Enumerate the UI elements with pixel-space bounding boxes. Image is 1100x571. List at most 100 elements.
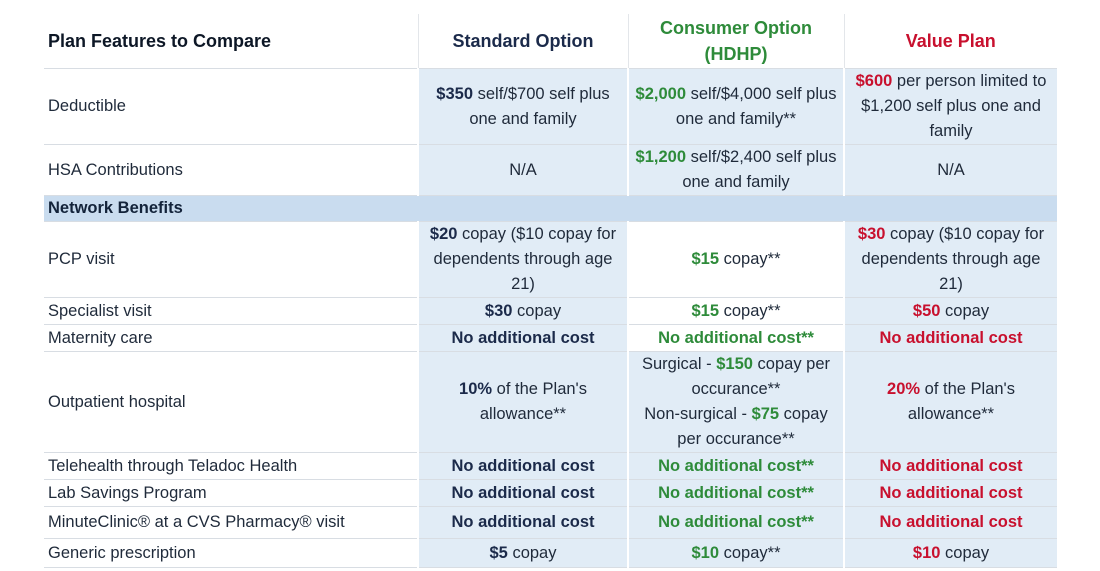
value-cell: No additional cost [843, 479, 1057, 507]
standard-amount: No additional cost [451, 483, 595, 502]
value-amount: 20% [887, 380, 921, 398]
value-cell: $10 copay [843, 538, 1057, 568]
consumer-nonsurgical-detail: copay per occurance** [677, 405, 828, 448]
standard-amount: No additional cost [451, 328, 595, 347]
feature-label: PCP visit [44, 221, 418, 298]
value-cell: $30 copay ($10 copay for dependents thro… [843, 221, 1057, 298]
comparison-table: Plan Features to Compare Standard Option… [44, 14, 1057, 568]
standard-cell: No additional cost [417, 479, 628, 507]
consumer-detail: self/$4,000 self plus one and family** [675, 84, 837, 128]
value-amount: No additional cost [879, 328, 1023, 347]
header-features: Plan Features to Compare [44, 14, 418, 69]
consumer-detail: copay** [719, 250, 781, 268]
value-cell: No additional cost [843, 324, 1057, 352]
header-consumer-line1: Consumer Option [660, 18, 812, 38]
feature-label: HSA Contributions [44, 144, 418, 196]
standard-detail: self/$700 self plus one and family [469, 84, 610, 128]
consumer-surgical-detail: copay per occurance** [691, 355, 831, 398]
standard-cell: No additional cost [417, 506, 628, 539]
value-detail: per person limited to $1,200 self plus o… [861, 72, 1047, 140]
standard-detail: copay ($10 copay for dependents through … [433, 225, 617, 293]
value-amount: $50 [912, 301, 941, 320]
feature-label: MinuteClinic® at a CVS Pharmacy® visit [44, 506, 418, 539]
table-row-outpatient: Outpatient hospital 10% of the Plan's al… [44, 351, 1057, 453]
value-cell: No additional cost [843, 452, 1057, 480]
consumer-amount: No additional cost** [658, 328, 814, 347]
standard-cell: No additional cost [417, 324, 628, 352]
standard-cell: $350 self/$700 self plus one and family [417, 68, 628, 145]
table-row-pcp: PCP visit $20 copay ($10 copay for depen… [44, 221, 1057, 298]
standard-amount: No additional cost [451, 513, 595, 531]
feature-label: Maternity care [44, 324, 418, 352]
consumer-cell: No additional cost** [627, 479, 844, 507]
consumer-amount: No additional cost** [658, 456, 814, 475]
value-cell: No additional cost [843, 506, 1057, 539]
feature-label: Telehealth through Teladoc Health [44, 452, 418, 480]
header-row: Plan Features to Compare Standard Option… [44, 14, 1057, 69]
header-standard: Standard Option [417, 14, 628, 69]
consumer-amount: $10 [691, 543, 720, 562]
consumer-cell: $10 copay** [627, 538, 844, 568]
value-amount: No additional cost [879, 483, 1023, 502]
value-detail: copay [940, 301, 990, 320]
standard-detail: copay [512, 301, 562, 320]
table-row-telehealth: Telehealth through Teladoc Health No add… [44, 452, 1057, 480]
consumer-detail: copay** [719, 543, 781, 562]
value-amount: No additional cost [879, 456, 1023, 475]
value-detail: copay ($10 copay for dependents through … [861, 225, 1045, 293]
value-amount: $30 [857, 225, 886, 243]
consumer-amount: $15 [691, 301, 720, 320]
standard-amount: $5 [489, 543, 508, 562]
header-consumer: Consumer Option (HDHP) [627, 14, 844, 69]
consumer-amount: No additional cost** [658, 513, 814, 531]
value-detail: N/A [937, 160, 965, 179]
value-amount: $600 [855, 72, 893, 90]
header-consumer-line2: (HDHP) [704, 44, 768, 64]
value-cell: 20% of the Plan's allowance** [843, 351, 1057, 453]
standard-cell: $30 copay [417, 297, 628, 325]
table-row-generic: Generic prescription $5 copay $10 copay*… [44, 538, 1057, 568]
consumer-amount: No additional cost** [658, 483, 814, 502]
standard-amount: 10% [459, 380, 493, 398]
table-row-lab: Lab Savings Program No additional cost N… [44, 479, 1057, 507]
value-cell: $50 copay [843, 297, 1057, 325]
standard-detail: of the Plan's allowance** [479, 380, 587, 423]
standard-amount: $30 [484, 301, 513, 320]
feature-label: Deductible [44, 68, 418, 145]
section-row-network: Network Benefits [44, 195, 1057, 222]
standard-detail: N/A [509, 160, 537, 179]
value-cell: N/A [843, 144, 1057, 196]
consumer-amount: $15 [691, 250, 720, 268]
standard-amount: $350 [436, 84, 474, 103]
feature-label: Specialist visit [44, 297, 418, 325]
feature-label: Generic prescription [44, 538, 418, 568]
consumer-cell: $2,000 self/$4,000 self plus one and fam… [627, 68, 844, 145]
value-amount: $10 [912, 543, 941, 562]
consumer-surgical-prefix: Surgical - [641, 355, 717, 373]
value-detail: of the Plan's allowance** [907, 380, 1015, 423]
section-label: Network Benefits [44, 195, 1057, 222]
table-row-deductible: Deductible $350 self/$700 self plus one … [44, 68, 1057, 145]
consumer-detail: self/$2,400 self plus one and family [682, 148, 837, 191]
feature-label: Lab Savings Program [44, 479, 418, 507]
consumer-cell: No additional cost** [627, 324, 844, 352]
plan-comparison: Plan Features to Compare Standard Option… [44, 14, 1057, 568]
standard-amount: No additional cost [451, 456, 595, 475]
consumer-surgical-amount: $150 [716, 355, 753, 373]
consumer-cell: No additional cost** [627, 452, 844, 480]
standard-cell: 10% of the Plan's allowance** [417, 351, 628, 453]
consumer-cell: $1,200 self/$2,400 self plus one and fam… [627, 144, 844, 196]
table-row-hsa: HSA Contributions N/A $1,200 self/$2,400… [44, 144, 1057, 196]
standard-amount: $20 [429, 225, 458, 243]
consumer-cell: Surgical - $150 copay per occurance** No… [627, 351, 844, 453]
consumer-amount: $2,000 [635, 84, 687, 103]
value-amount: No additional cost [879, 513, 1023, 531]
table-row-maternity: Maternity care No additional cost No add… [44, 324, 1057, 352]
standard-cell: No additional cost [417, 452, 628, 480]
standard-cell: $5 copay [417, 538, 628, 568]
consumer-cell: No additional cost** [627, 506, 844, 539]
header-value: Value Plan [843, 14, 1057, 69]
feature-label: Outpatient hospital [44, 351, 418, 453]
value-detail: copay [940, 543, 990, 562]
consumer-cell: $15 copay** [627, 297, 844, 325]
